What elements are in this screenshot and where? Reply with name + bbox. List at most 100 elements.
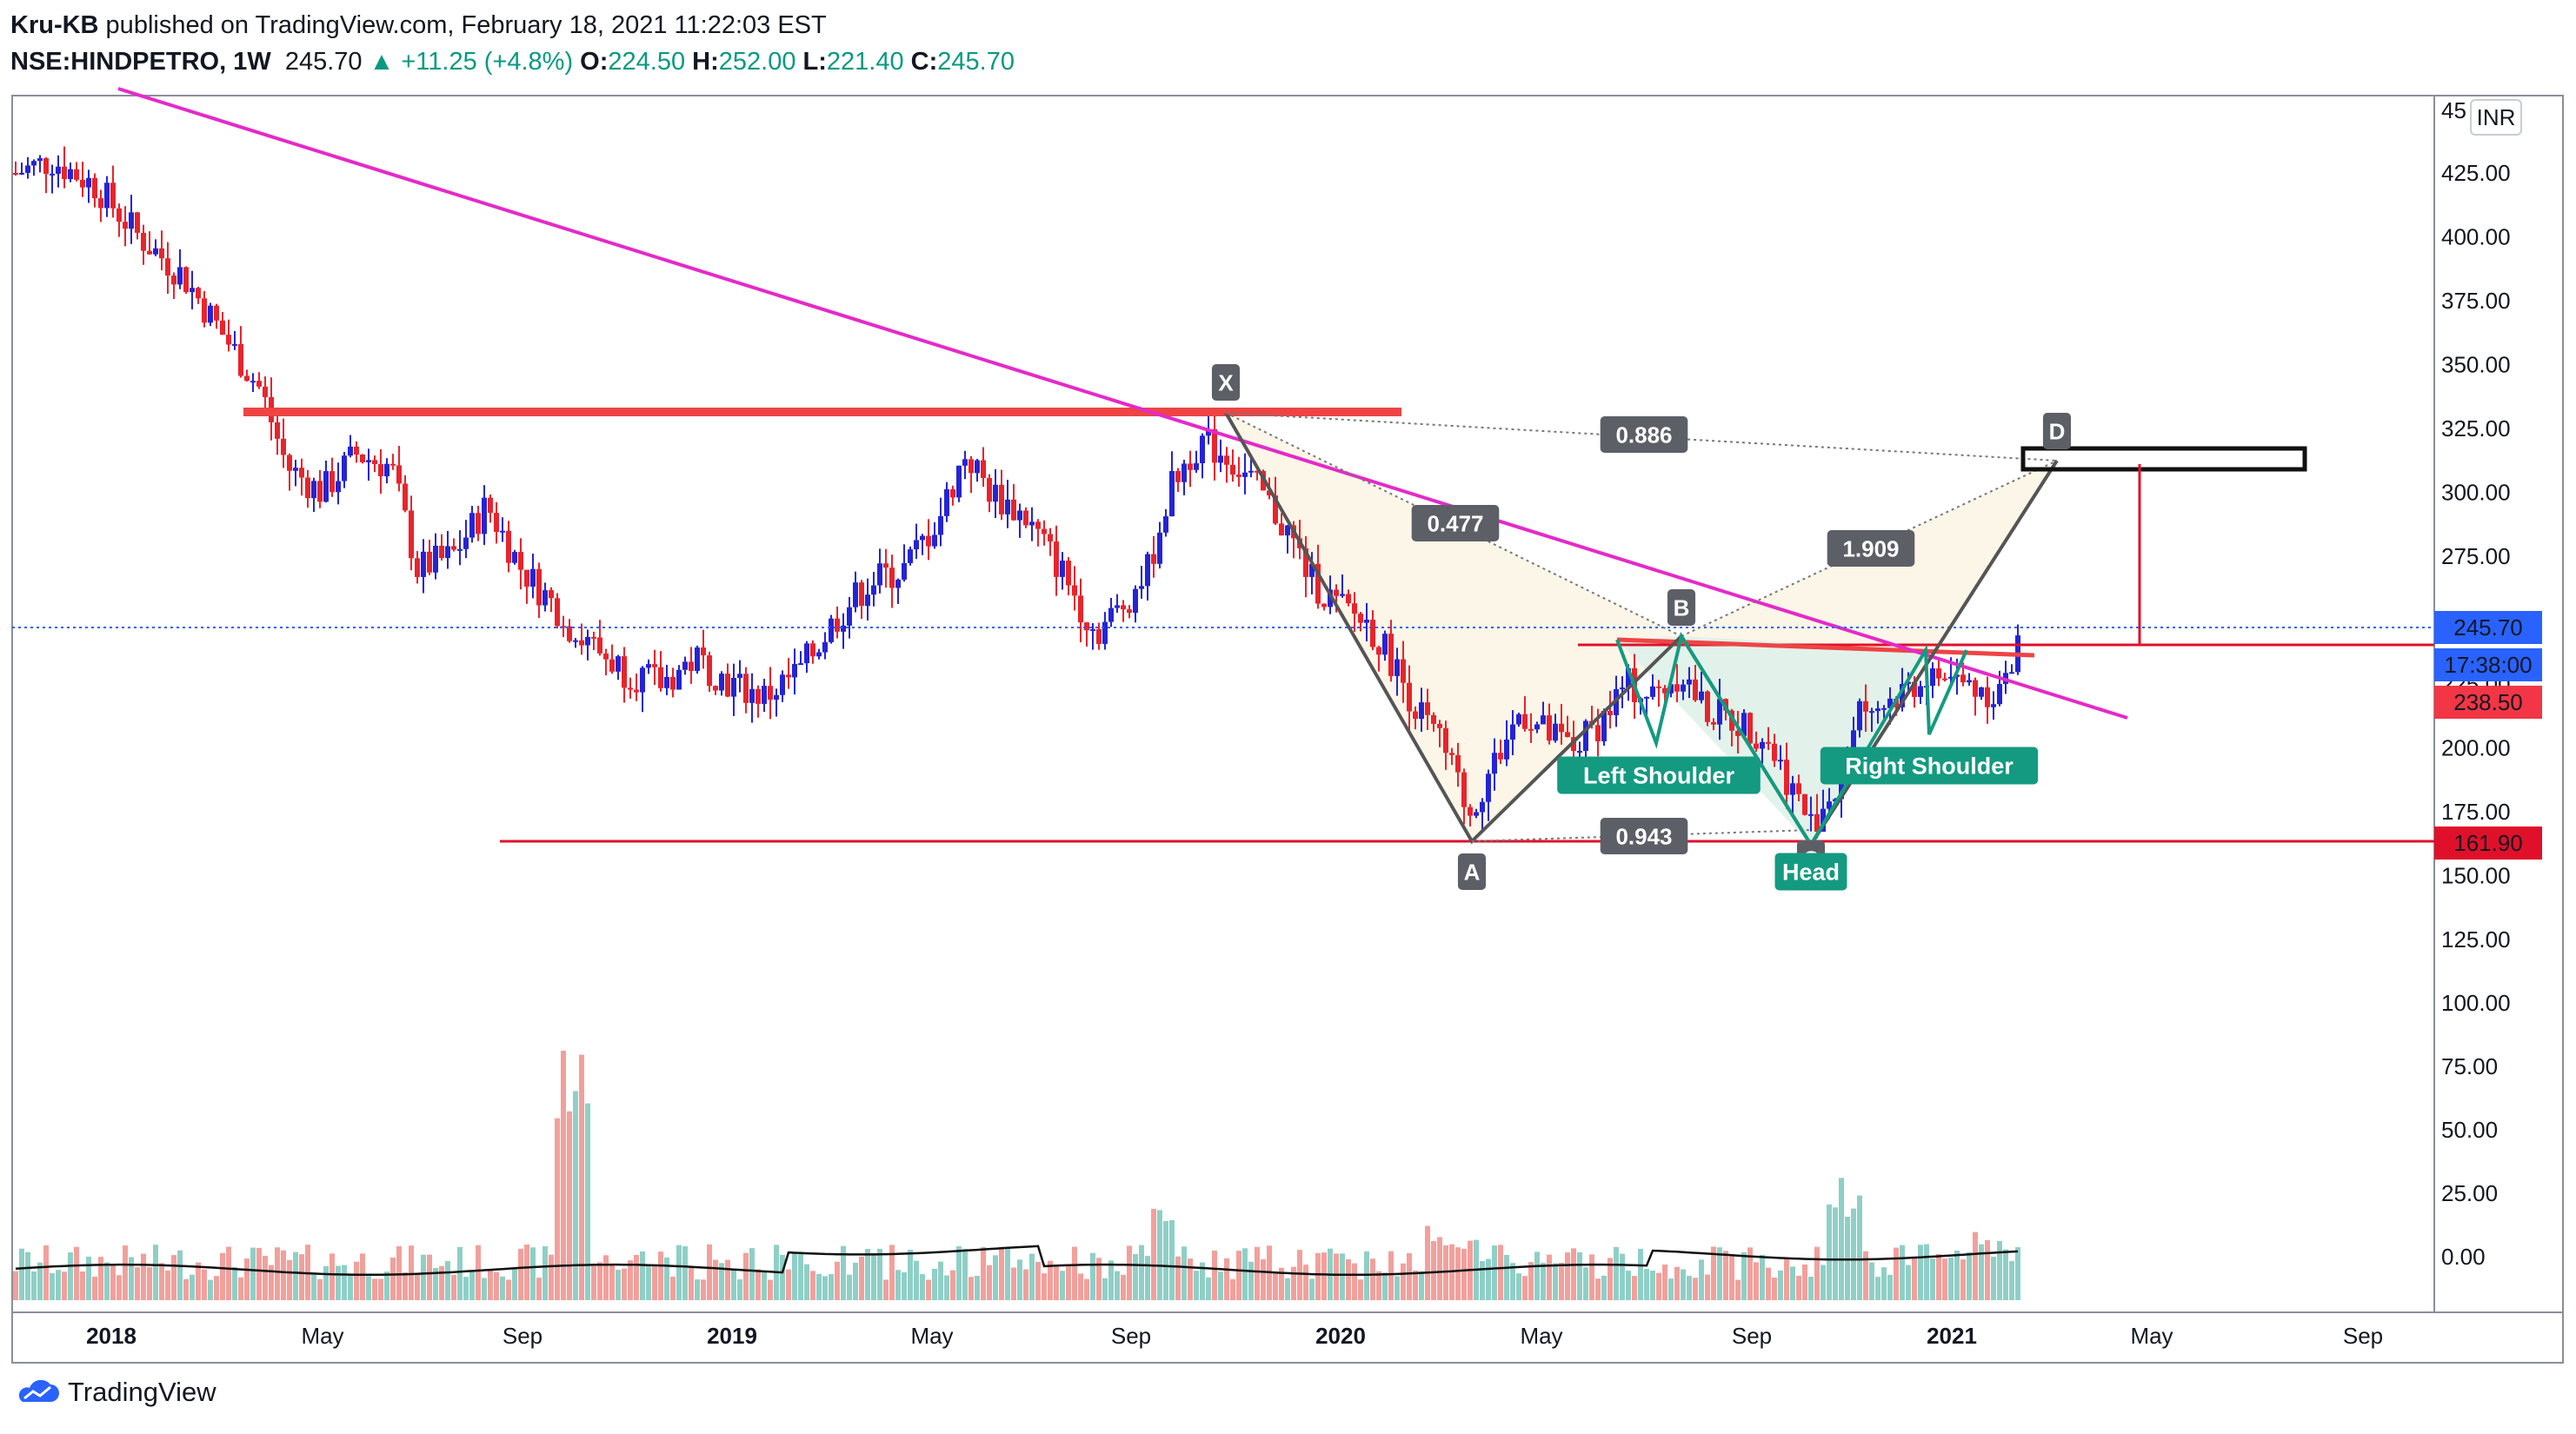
brand-name: TradingView [68,1377,216,1407]
volume-bar [317,1278,323,1300]
candle-body [250,381,256,383]
volume-bar [1042,1273,1047,1300]
candle-body [183,267,189,293]
candle-body [1516,714,1521,725]
chart-header: Kru-KB published on TradingView.com, Feb… [10,7,1015,80]
tradingview-logo[interactable]: TradingView [12,1377,216,1408]
candle-body [731,677,736,697]
volume-bar [628,1260,633,1300]
candle-body [214,305,219,321]
volume-bar [1906,1265,1911,1300]
candle-body [883,563,889,568]
volume-bar [1102,1278,1108,1300]
volume-bar [1200,1262,1205,1300]
candle-body [293,468,298,471]
candle-body [62,166,67,180]
volume-bar [92,1276,97,1300]
volume-bar [74,1246,79,1300]
time-tick-label: 2019 [707,1323,757,1349]
volume-bar [1821,1265,1826,1300]
volume-bar [1814,1246,1820,1300]
volume-bar [1413,1270,1418,1300]
volume-bar [695,1279,700,1300]
candle-body [1766,741,1771,744]
candle-body [829,618,834,642]
volume-bar [1881,1267,1887,1300]
candle-body [1930,668,1935,687]
volume-bar [293,1251,298,1300]
volume-bar [1790,1266,1795,1300]
author-name[interactable]: Kru-KB [10,11,99,39]
price-tick-label: 175.00 [2441,799,2511,825]
candle-body [409,510,414,559]
candle-body [1236,475,1241,477]
volume-bar [421,1254,426,1300]
candle-body [768,686,773,700]
candle-body [451,546,456,550]
candle-body [104,183,110,209]
time-tick-label: May [301,1323,343,1349]
candle-body [1279,523,1284,536]
candle-body [86,177,91,188]
price-tick-label: 200.00 [2441,735,2511,761]
candle-body [1449,753,1454,755]
volume-bar [116,1275,122,1300]
volume-bar [1334,1253,1339,1300]
candle-body [190,288,195,293]
volume-bar [1127,1245,1132,1300]
volume-bar [439,1265,444,1300]
symbol-label[interactable]: NSE:HINDPETRO, 1W [10,48,271,76]
candle-body [1358,614,1363,623]
volume-bar [938,1261,943,1300]
last-price: 245.70 [284,48,363,76]
candle-body [1273,495,1278,524]
volume-bar [1808,1276,1814,1300]
volume-bar [682,1245,688,1300]
publish-text: published on TradingView.com, February 1… [98,11,827,39]
volume-bar [1699,1259,1704,1300]
volume-bar [226,1246,231,1300]
volume-bar [585,1103,590,1300]
currency-button[interactable] [2470,99,2522,136]
volume-bar [2009,1261,2014,1300]
volume-bar [1078,1273,1083,1300]
candle-body [1102,621,1108,644]
candle-body [208,305,213,323]
volume-tick-label: 25.00 [2441,1180,2498,1206]
hs-label: Head [1782,860,1840,886]
volume-bar [1869,1262,1874,1300]
candle-body [743,674,749,703]
candle-body [853,582,858,607]
candle-body [482,497,487,534]
prz-box [2020,446,2307,472]
volume-bar [25,1251,30,1300]
candle-body [962,459,968,466]
time-tick-label: 2018 [86,1323,136,1349]
volume-bar [707,1244,712,1300]
candle-body [457,548,463,551]
pattern-ratio-label-bg [1600,818,1688,854]
volume-bar [804,1264,809,1300]
candle-body [1395,659,1400,676]
candle-body [555,598,560,627]
volume-bar [1516,1273,1521,1300]
volume-bar [269,1265,274,1300]
volume-bar [403,1272,408,1300]
volume-bar [208,1279,213,1300]
volume-bar [1723,1251,1728,1300]
candle-body [37,158,43,162]
price-tick-label: 150.00 [2441,863,2511,889]
candle-body [1948,676,1954,679]
volume-bar [1461,1248,1467,1300]
candle-body [944,489,949,516]
volume-bar [542,1245,548,1300]
volume-bar [1157,1210,1162,1300]
close-value: 245.70 [937,48,1015,76]
candle-body [591,636,596,639]
time-tick-label: Sep [503,1323,542,1349]
volume-bar [1845,1216,1850,1300]
candle-body [975,460,980,474]
volume-bar [1048,1260,1053,1300]
